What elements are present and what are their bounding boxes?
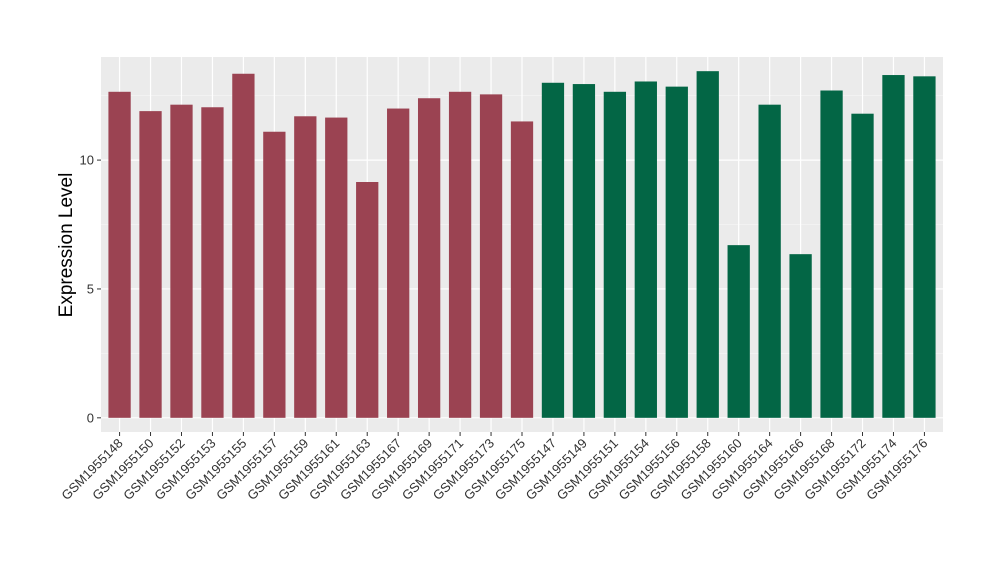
bar-GSM1955175: [510, 121, 534, 418]
bar-GSM1955171: [448, 91, 472, 418]
bar-GSM1955160: [727, 245, 750, 418]
bar-GSM1955164: [758, 104, 781, 418]
bars: [108, 71, 936, 418]
bar-GSM1955173: [479, 94, 503, 418]
bar-GSM1955172: [851, 113, 874, 418]
bar-GSM1955169: [417, 98, 441, 418]
bar-GSM1955176: [913, 76, 936, 418]
bar-GSM1955163: [356, 182, 379, 418]
bar-GSM1955148: [108, 91, 131, 418]
bar-GSM1955156: [665, 86, 688, 418]
bar-GSM1955154: [634, 81, 657, 418]
bar-GSM1955149: [572, 84, 596, 418]
bar-GSM1955155: [232, 73, 255, 418]
bar-GSM1955161: [325, 117, 348, 418]
bar-GSM1955147: [541, 82, 565, 418]
y-tick-label: 10: [80, 153, 94, 168]
bar-GSM1955158: [696, 71, 719, 418]
bar-GSM1955153: [201, 107, 224, 418]
bar-GSM1955168: [820, 90, 843, 418]
bar-GSM1955152: [170, 104, 193, 418]
y-axis-title: Expression Level: [56, 173, 77, 318]
x-axis: GSM1955148GSM1955150GSM1955152GSM1955153…: [58, 432, 931, 503]
y-axis: 0 5 10: [80, 153, 101, 425]
bar-GSM1955167: [387, 108, 410, 418]
bar-GSM1955166: [789, 254, 812, 418]
bar-GSM1955150: [139, 111, 162, 418]
bar-GSM1955151: [603, 91, 627, 418]
bar-GSM1955157: [263, 131, 286, 418]
y-tick-label: 5: [87, 281, 94, 296]
bar-GSM1955159: [294, 116, 317, 418]
y-tick-label: 0: [87, 410, 94, 425]
bar-GSM1955174: [882, 75, 905, 418]
